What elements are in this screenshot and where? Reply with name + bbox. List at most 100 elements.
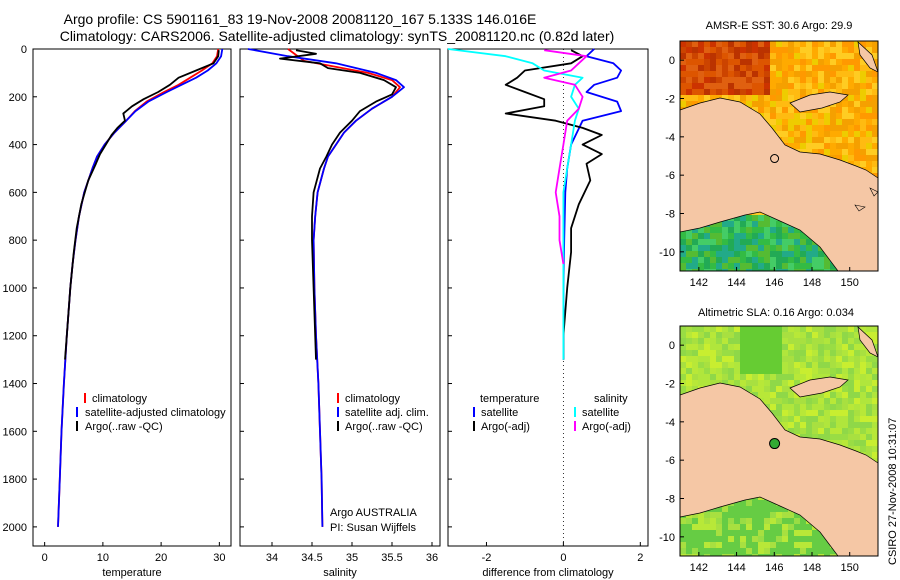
heatmap-cell [746,221,752,227]
heatmap-cell [842,392,848,398]
heatmap-cell [848,410,854,416]
heatmap-cell [740,239,746,245]
heatmap-cell [722,362,728,368]
heatmap-cell [746,374,752,380]
heatmap-cell [830,89,836,95]
heatmap-cell [734,227,740,233]
heatmap-cell [728,542,734,548]
heatmap-cell [830,428,836,434]
heatmap-cell [812,107,818,113]
heatmap-cell [698,338,704,344]
heatmap-cell [782,251,788,257]
heatmap-cell [812,404,818,410]
heatmap-cell [692,101,698,107]
heatmap-cell [812,362,818,368]
heatmap-cell [872,41,878,47]
heatmap-cell [680,233,686,239]
heatmap-cell [722,221,728,227]
heatmap-cell [698,524,704,530]
heatmap-cell [698,542,704,548]
header-line-2: Climatology: CARS2006. Satellite-adjuste… [60,28,615,44]
heatmap-cell [680,263,686,269]
heatmap-cell [806,77,812,83]
heatmap-cell [788,326,794,332]
heatmap-cell [854,119,860,125]
heatmap-cell [710,554,716,556]
heatmap-cell [794,71,800,77]
heatmap-cell [836,47,842,53]
heatmap-cell [788,71,794,77]
heatmap-cell [872,386,878,392]
heatmap-cell [704,269,710,271]
heatmap-cell [818,554,824,556]
series-line-argo [64,50,220,360]
heatmap-cell [680,374,686,380]
heatmap-cell [698,518,704,524]
heatmap-cell [794,239,800,245]
heatmap-cell [770,251,776,257]
heatmap-cell [824,332,830,338]
heatmap-cell [770,119,776,125]
heatmap-cell [830,131,836,137]
heatmap-cell [854,350,860,356]
heatmap-cell [800,53,806,59]
heatmap-cell [746,263,752,269]
heatmap-cell [710,233,716,239]
heatmap-cell [812,59,818,65]
heatmap-cell [818,548,824,554]
heatmap-cell [866,392,872,398]
credit-line-2: PI: Susan Wijffels [330,522,416,534]
heatmap-cell [704,518,710,524]
heatmap-cell [716,356,722,362]
heatmap-cell [800,542,806,548]
heatmap-cell [794,422,800,428]
heatmap-cell [728,362,734,368]
heatmap-cell [830,47,836,53]
heatmap-cell [722,536,728,542]
heatmap-cell [794,107,800,113]
heatmap-cell [836,392,842,398]
heatmap-cell [836,362,842,368]
heatmap-cell [800,119,806,125]
heatmap-cell [830,548,836,554]
heatmap-cell [704,245,710,251]
heatmap-cell [806,119,812,125]
heatmap-cell [716,506,722,512]
heatmap-cell [692,362,698,368]
heatmap-cell [794,251,800,257]
heatmap-cell [692,368,698,374]
heatmap-cell [812,125,818,131]
heatmap-cell [698,251,704,257]
sst-islands [854,187,878,212]
heatmap-cell [716,233,722,239]
heatmap-cell [758,239,764,245]
heatmap-cell [686,269,692,271]
heatmap-cell [764,107,770,113]
heatmap-cell [812,416,818,422]
heatmap-cell [704,344,710,350]
map-y-tick-label: -4 [665,132,675,144]
heatmap-cell [812,428,818,434]
heatmap-cell [704,65,710,71]
heatmap-cell [854,155,860,161]
x-tick-label: 35.5 [381,552,402,564]
heatmap-cell [866,77,872,83]
heatmap-cell [746,548,752,554]
heatmap-cell [728,227,734,233]
heatmap-cell [716,542,722,548]
heatmap-cell [866,119,872,125]
heatmap-cell [872,113,878,119]
map-y-tick-label: -4 [665,417,675,429]
heatmap-cell [764,356,770,362]
heatmap-cell [722,332,728,338]
heatmap-cell [776,125,782,131]
heatmap-cell [860,434,866,440]
heatmap-cell [794,269,800,271]
heatmap-cell [686,350,692,356]
heatmap-cell [710,350,716,356]
heatmap-cell [782,398,788,404]
heatmap-cell [830,83,836,89]
heatmap-cell [764,350,770,356]
heatmap-cell [764,71,770,77]
heatmap-cell [752,245,758,251]
